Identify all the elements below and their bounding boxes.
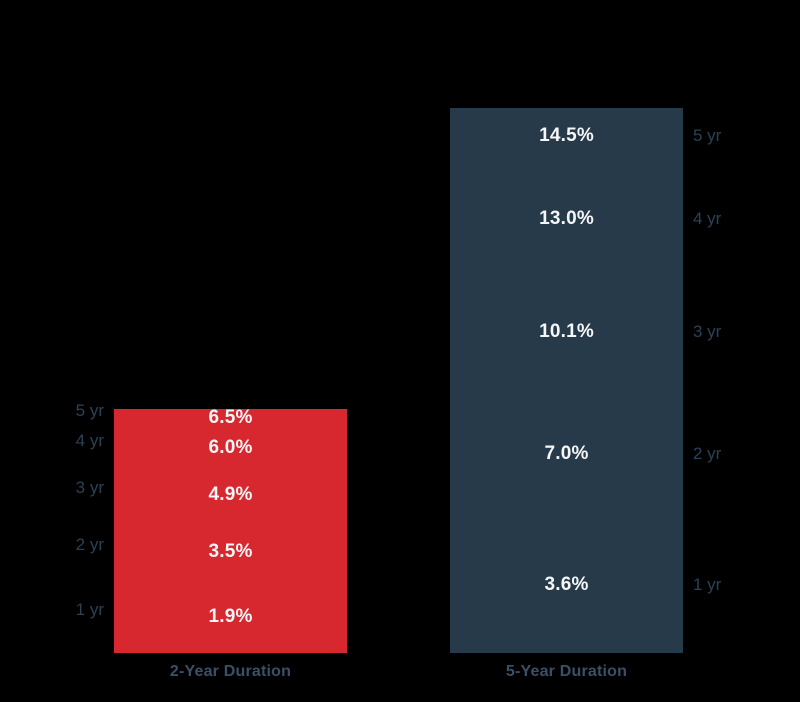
value-label-2-year-duration-1-yr: 1.9% — [208, 606, 253, 628]
year-tick-2-year-duration-3-yr: 3 yr — [75, 478, 104, 498]
value-label-5-year-duration-3-yr: 10.1% — [539, 320, 594, 342]
year-tick-2-year-duration-1-yr: 1 yr — [75, 600, 104, 620]
category-label-2-year-duration: 2-Year Duration — [169, 663, 292, 680]
year-tick-5-year-duration-3-yr: 3 yr — [693, 321, 722, 341]
year-tick-2-year-duration-5-yr: 5 yr — [75, 401, 104, 421]
value-label-2-year-duration-3-yr: 4.9% — [208, 484, 253, 506]
year-tick-2-year-duration-4-yr: 4 yr — [75, 431, 104, 451]
year-tick-5-year-duration-4-yr: 4 yr — [693, 208, 722, 228]
year-tick-5-year-duration-2-yr: 2 yr — [693, 443, 722, 463]
bar-5-year-duration — [450, 108, 683, 653]
year-tick-2-year-duration-2-yr: 2 yr — [75, 534, 104, 554]
bar-2-year-duration — [114, 408, 347, 653]
value-label-2-year-duration-4-yr: 6.0% — [208, 437, 253, 459]
value-label-5-year-duration-2-yr: 7.0% — [544, 442, 589, 464]
value-label-5-year-duration-5-yr: 14.5% — [539, 125, 594, 147]
year-tick-5-year-duration-1-yr: 1 yr — [693, 575, 722, 595]
value-label-5-year-duration-1-yr: 3.6% — [544, 574, 589, 596]
category-label-5-year-duration: 5-Year Duration — [505, 663, 628, 680]
value-label-5-year-duration-4-yr: 13.0% — [539, 207, 594, 229]
value-label-2-year-duration-5-yr: 6.5% — [208, 407, 253, 429]
value-label-2-year-duration-2-yr: 3.5% — [208, 540, 253, 562]
year-tick-5-year-duration-5-yr: 5 yr — [693, 126, 722, 146]
